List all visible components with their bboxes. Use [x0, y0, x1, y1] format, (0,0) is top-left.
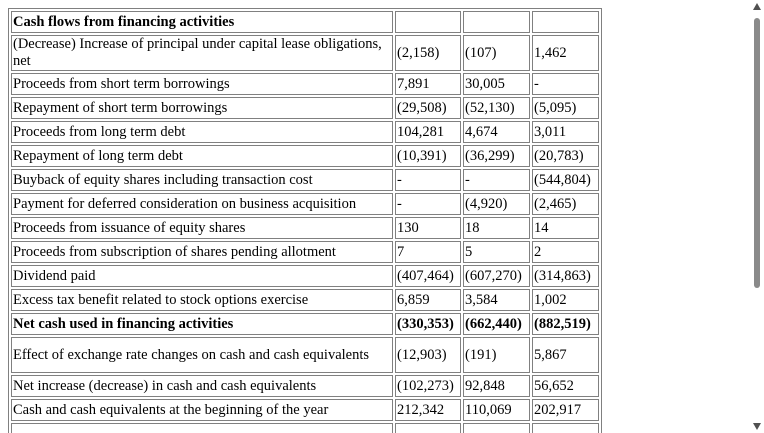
table-row: Proceeds from issuance of equity shares 1…: [11, 217, 599, 239]
row-label: Effect of exchange rate changes on cash …: [11, 337, 393, 373]
value-col-3: -: [532, 73, 599, 95]
value-col-3: 56,652: [532, 375, 599, 397]
table-row: [11, 423, 599, 433]
value-col-2: -: [463, 169, 530, 191]
row-label: (Decrease) Increase of principal under c…: [11, 35, 393, 71]
row-label: Proceeds from short term borrowings: [11, 73, 393, 95]
value-col-3: 5,867: [532, 337, 599, 373]
value-col-3: 14: [532, 217, 599, 239]
table-row: Proceeds from long term debt 104,281 4,674…: [11, 121, 599, 143]
value-col-1: (2,158): [395, 35, 461, 71]
value-col-3: (20,783): [532, 145, 599, 167]
value-col-2: [463, 11, 530, 33]
value-col-2: 110,069: [463, 399, 530, 421]
value-col-3: 1,462: [532, 35, 599, 71]
value-col-2: 3,584: [463, 289, 530, 311]
value-col-3: [532, 423, 599, 433]
value-col-2: 5: [463, 241, 530, 263]
value-col-1: 104,281: [395, 121, 461, 143]
financing-cash-flow-table: Cash flows from financing activities (Dec…: [8, 8, 602, 433]
value-col-2: (52,130): [463, 97, 530, 119]
table-row: Net cash used in financing activities (33…: [11, 313, 599, 335]
table-row: Net increase (decrease) in cash and cash…: [11, 375, 599, 397]
scrollbar-thumb[interactable]: [754, 18, 760, 288]
value-col-3: 2: [532, 241, 599, 263]
value-col-1: 212,342: [395, 399, 461, 421]
row-label: Proceeds from subscription of shares pen…: [11, 241, 393, 263]
value-col-1: (407,464): [395, 265, 461, 287]
value-col-1: -: [395, 193, 461, 215]
table-row: Dividend paid (407,464) (607,270) (314,863): [11, 265, 599, 287]
row-label: Buyback of equity shares including trans…: [11, 169, 393, 191]
value-col-3: 3,011: [532, 121, 599, 143]
value-col-1: 130: [395, 217, 461, 239]
value-col-3: (544,804): [532, 169, 599, 191]
table-row: (Decrease) Increase of principal under c…: [11, 35, 599, 71]
value-col-2: (191): [463, 337, 530, 373]
value-col-2: 92,848: [463, 375, 530, 397]
value-col-1: 6,859: [395, 289, 461, 311]
value-col-2: (36,299): [463, 145, 530, 167]
table-row: Cash and cash equivalents at the beginni…: [11, 399, 599, 421]
value-col-2: 30,005: [463, 73, 530, 95]
value-col-1: (12,903): [395, 337, 461, 373]
row-label: Proceeds from long term debt: [11, 121, 393, 143]
row-label: Dividend paid: [11, 265, 393, 287]
table-row: Excess tax benefit related to stock opti…: [11, 289, 599, 311]
value-col-2: (662,440): [463, 313, 530, 335]
value-col-1: (10,391): [395, 145, 461, 167]
value-col-3: (2,465): [532, 193, 599, 215]
value-col-1: [395, 11, 461, 33]
row-label: Cash flows from financing activities: [11, 11, 393, 33]
row-label: Proceeds from issuance of equity shares: [11, 217, 393, 239]
value-col-3: 202,917: [532, 399, 599, 421]
value-col-1: (29,508): [395, 97, 461, 119]
value-col-3: (882,519): [532, 313, 599, 335]
value-col-2: (4,920): [463, 193, 530, 215]
vertical-scrollbar[interactable]: [750, 0, 764, 433]
table-row: Proceeds from subscription of shares pen…: [11, 241, 599, 263]
value-col-1: (102,273): [395, 375, 461, 397]
row-label: Net increase (decrease) in cash and cash…: [11, 375, 393, 397]
value-col-2: [463, 423, 530, 433]
row-label: Net cash used in financing activities: [11, 313, 393, 335]
table-row: Effect of exchange rate changes on cash …: [11, 337, 599, 373]
value-col-2: 18: [463, 217, 530, 239]
table-row: Repayment of short term borrowings (29,50…: [11, 97, 599, 119]
value-col-1: 7,891: [395, 73, 461, 95]
value-col-3: (5,095): [532, 97, 599, 119]
value-col-1: (330,353): [395, 313, 461, 335]
table-row: Buyback of equity shares including trans…: [11, 169, 599, 191]
row-label: [11, 423, 393, 433]
row-label: Excess tax benefit related to stock opti…: [11, 289, 393, 311]
value-col-1: 7: [395, 241, 461, 263]
row-label: Payment for deferred consideration on bu…: [11, 193, 393, 215]
table-row: Cash flows from financing activities: [11, 11, 599, 33]
value-col-3: (314,863): [532, 265, 599, 287]
value-col-2: (107): [463, 35, 530, 71]
row-label: Repayment of long term debt: [11, 145, 393, 167]
value-col-3: [532, 11, 599, 33]
value-col-2: 4,674: [463, 121, 530, 143]
value-col-1: [395, 423, 461, 433]
value-col-3: 1,002: [532, 289, 599, 311]
table-row: Payment for deferred consideration on bu…: [11, 193, 599, 215]
row-label: Cash and cash equivalents at the beginni…: [11, 399, 393, 421]
scroll-up-icon[interactable]: [753, 3, 761, 10]
table-row: Repayment of long term debt (10,391) (36,2…: [11, 145, 599, 167]
table-row: Proceeds from short term borrowings 7,891…: [11, 73, 599, 95]
scroll-down-icon[interactable]: [753, 423, 761, 430]
row-label: Repayment of short term borrowings: [11, 97, 393, 119]
value-col-2: (607,270): [463, 265, 530, 287]
value-col-1: -: [395, 169, 461, 191]
